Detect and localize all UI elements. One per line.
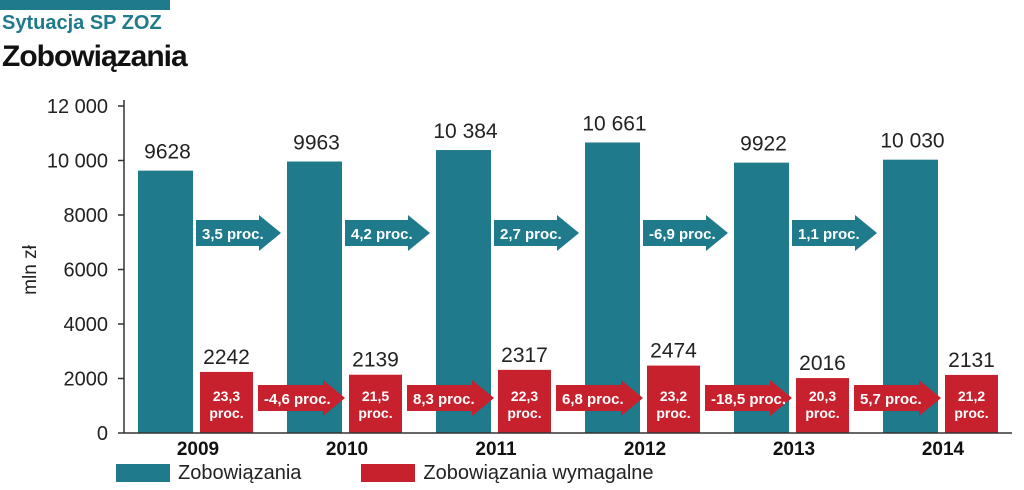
change-arrow-zobowiazania-label: 3,5 proc.: [202, 226, 264, 243]
bar-value-label: 10 030: [880, 130, 944, 153]
share-label-unit: proc.: [805, 405, 839, 421]
legend: Zobowiązania Zobowiązania wymagalne: [116, 460, 714, 486]
legend-swatch-red: [361, 464, 416, 482]
bar-value-label: 2242: [203, 346, 250, 369]
y-tick-label: 6000: [64, 260, 109, 282]
bar-value-label: 2474: [650, 340, 697, 363]
bar-value-label: 2317: [501, 344, 548, 367]
bar-value-label: 2139: [352, 349, 399, 372]
share-label-unit: proc.: [954, 405, 988, 421]
share-label-value: 23,2: [660, 388, 687, 404]
bar-wymagalne: [349, 374, 402, 433]
change-arrow-zobowiazania: [345, 215, 430, 251]
share-label-value: 21,2: [958, 388, 985, 404]
change-arrow-zobowiazania: [643, 215, 728, 251]
y-tick-label: 0: [97, 423, 108, 445]
bar-value-label: 9628: [144, 141, 191, 164]
share-label-unit: proc.: [209, 405, 243, 421]
change-arrow-wymagalne-label: -18,5 proc.: [711, 391, 786, 408]
bar-wymagalne: [498, 369, 551, 433]
share-label-unit: proc.: [507, 405, 541, 421]
bar-value-label: 9922: [740, 133, 787, 156]
x-tick-label: 2014: [922, 439, 965, 460]
change-arrow-zobowiazania-label: 1,1 proc.: [798, 226, 860, 243]
change-arrow-zobowiazania: [792, 215, 877, 251]
y-tick-label: 8000: [64, 205, 109, 227]
change-arrow-zobowiazania: [196, 215, 281, 251]
change-arrow-wymagalne: [854, 380, 941, 416]
bar-value-label: 9963: [293, 132, 340, 155]
y-axis-label: mln zł: [20, 244, 41, 294]
change-arrow-wymagalne-label: 5,7 proc.: [860, 391, 922, 408]
change-arrow-wymagalne-label: 6,8 proc.: [562, 391, 624, 408]
share-label-value: 23,3: [213, 388, 240, 404]
bar-wymagalne: [945, 374, 998, 433]
x-tick-label: 2011: [475, 439, 517, 460]
legend-item-wymagalne: Zobowiązania wymagalne: [361, 461, 654, 485]
change-arrow-wymagalne: [705, 380, 792, 416]
change-arrow-wymagalne: [556, 380, 643, 416]
share-label-value: 22,3: [511, 388, 538, 404]
bar-value-label: 2131: [948, 349, 995, 372]
x-tick-label: 2010: [326, 439, 368, 460]
bar-value-label: 2016: [799, 352, 846, 375]
header-accent-bar: [0, 0, 170, 10]
chart-kicker: Sytuacja SP ZOZ: [2, 12, 162, 34]
change-arrow-wymagalne-label: 8,3 proc.: [413, 391, 475, 408]
share-label-value: 21,5: [362, 388, 389, 404]
legend-item-zobowiazania: Zobowiązania: [116, 462, 301, 485]
x-tick-label: 2009: [177, 439, 219, 460]
change-arrow-wymagalne-label: -4,6 proc.: [264, 391, 331, 408]
x-tick-label: 2013: [773, 439, 815, 460]
y-tick-label: 12 000: [47, 96, 108, 118]
share-label-unit: proc.: [358, 405, 392, 421]
change-arrow-zobowiazania: [494, 215, 579, 251]
share-label-unit: proc.: [656, 405, 690, 421]
y-tick-label: 2000: [64, 369, 109, 391]
legend-swatch-teal: [116, 464, 170, 482]
bar-wymagalne: [796, 378, 849, 433]
legend-label: Zobowiązania: [178, 461, 302, 484]
y-tick-label: 10 000: [47, 151, 108, 173]
bar-value-label: 10 384: [433, 120, 498, 143]
bar-value-label: 10 661: [582, 112, 646, 135]
x-tick-label: 2012: [624, 439, 666, 460]
share-label-value: 20,3: [809, 388, 836, 404]
bar-wymagalne: [200, 371, 253, 433]
bar-chart: mln zł 0 2000 4000 6000 8000 10 000 12 000 9628 2…: [20, 96, 1012, 460]
chart-title: Zobowiązania: [2, 40, 188, 73]
bar-zobowiazania: [585, 142, 640, 434]
change-arrow-wymagalne: [258, 380, 345, 416]
y-tick-label: 4000: [64, 314, 109, 336]
change-arrow-zobowiazania-label: 4,2 proc.: [351, 226, 413, 243]
change-arrow-wymagalne: [407, 380, 494, 416]
bar-wymagalne: [647, 365, 700, 433]
legend-label: Zobowiązania wymagalne: [423, 461, 654, 484]
change-arrow-zobowiazania-label: -6,9 proc.: [649, 226, 716, 243]
change-arrow-zobowiazania-label: 2,7 proc.: [500, 226, 562, 243]
bar-zobowiazania: [138, 170, 193, 433]
